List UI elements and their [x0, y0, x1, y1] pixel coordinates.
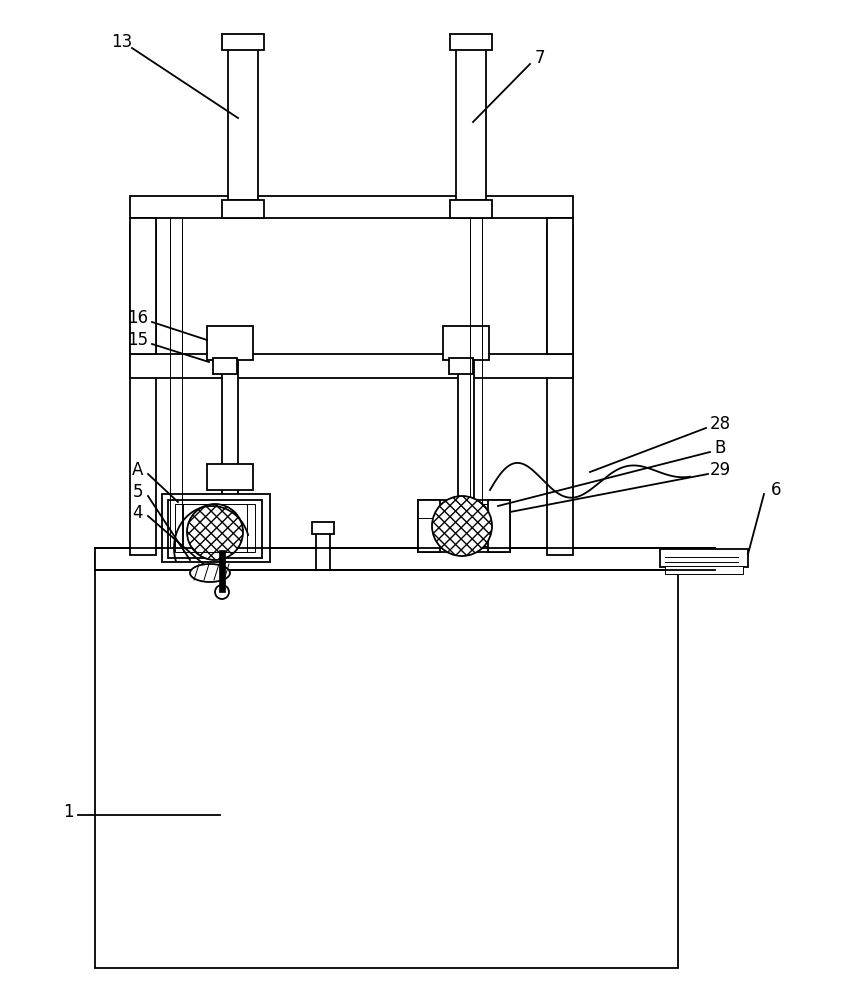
Bar	[222, 360, 238, 548]
Bar	[95, 553, 678, 968]
Bar	[458, 360, 474, 548]
Bar	[418, 500, 440, 552]
Bar	[449, 358, 473, 374]
Bar	[168, 500, 262, 558]
Bar	[443, 326, 489, 360]
Ellipse shape	[190, 564, 230, 582]
Bar	[207, 464, 253, 490]
Bar	[162, 494, 270, 562]
Bar	[660, 549, 748, 567]
Bar	[228, 45, 258, 200]
Bar	[418, 504, 432, 546]
Text: 1: 1	[63, 803, 74, 821]
Bar	[316, 532, 330, 570]
Bar	[456, 45, 486, 200]
Bar	[665, 566, 743, 574]
Text: 7: 7	[535, 49, 545, 67]
Bar	[222, 200, 264, 218]
Bar	[130, 196, 573, 218]
Bar	[130, 225, 156, 555]
Text: 6: 6	[770, 481, 782, 499]
Circle shape	[187, 504, 243, 560]
Text: 16: 16	[128, 309, 148, 327]
Circle shape	[432, 496, 492, 556]
Text: A: A	[132, 461, 144, 479]
Text: 28: 28	[710, 415, 730, 433]
Text: 15: 15	[128, 331, 148, 349]
Text: 13: 13	[111, 33, 133, 51]
Text: 4: 4	[133, 504, 143, 522]
Text: B: B	[715, 439, 726, 457]
Bar	[488, 500, 510, 552]
Text: 29: 29	[710, 461, 730, 479]
Text: 5: 5	[133, 483, 143, 501]
Bar	[418, 500, 510, 552]
Bar	[219, 550, 225, 592]
Bar	[547, 218, 573, 354]
Bar	[425, 504, 503, 546]
Bar	[207, 326, 253, 360]
Bar	[213, 358, 237, 374]
Bar	[130, 354, 573, 378]
Bar	[450, 200, 492, 218]
Bar	[95, 548, 715, 570]
Bar	[222, 34, 264, 50]
Bar	[312, 522, 334, 534]
Bar	[175, 504, 255, 552]
Bar	[183, 504, 247, 552]
Bar	[450, 34, 492, 50]
Bar	[130, 218, 156, 354]
Bar	[547, 225, 573, 555]
Circle shape	[215, 585, 229, 599]
